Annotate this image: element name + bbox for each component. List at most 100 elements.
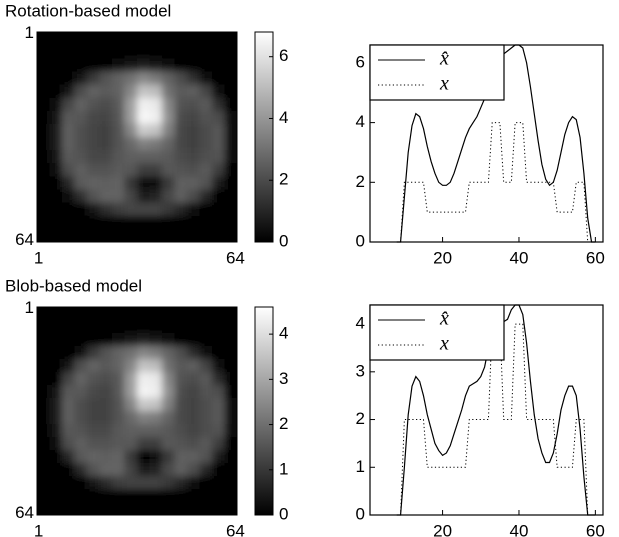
image-cell bbox=[100, 346, 113, 360]
image-cell bbox=[100, 385, 113, 399]
image-cell bbox=[100, 124, 113, 138]
y-tick-label: 64 bbox=[15, 503, 34, 522]
image-cell bbox=[37, 372, 50, 386]
image-cell bbox=[200, 176, 213, 190]
image-cell bbox=[225, 190, 238, 204]
image-cell bbox=[112, 476, 125, 490]
image-cell bbox=[225, 176, 238, 190]
image-cell bbox=[112, 58, 125, 72]
image-cell bbox=[62, 333, 75, 347]
image-cell bbox=[100, 203, 113, 217]
image-cell bbox=[175, 307, 188, 321]
image-cell bbox=[75, 45, 88, 59]
image-cell bbox=[187, 229, 200, 243]
image-cell bbox=[225, 424, 238, 438]
image-cell bbox=[62, 45, 75, 59]
image-cell bbox=[200, 137, 213, 151]
colorbar-tick-label: 4 bbox=[279, 108, 288, 127]
image-cell bbox=[175, 333, 188, 347]
image-cell bbox=[75, 450, 88, 464]
image-cell bbox=[162, 163, 175, 177]
colorbar-tick-label: 6 bbox=[279, 46, 288, 65]
image-cell bbox=[150, 463, 163, 477]
image-cell bbox=[62, 150, 75, 164]
image-cell bbox=[225, 111, 238, 125]
image-cell bbox=[137, 124, 150, 138]
image-cell bbox=[212, 372, 225, 386]
image-cell bbox=[150, 150, 163, 164]
image-cell bbox=[75, 476, 88, 490]
image-cell bbox=[87, 385, 100, 399]
image-cell bbox=[175, 58, 188, 72]
image-cell bbox=[137, 385, 150, 399]
colorbar bbox=[255, 32, 273, 242]
image-cell bbox=[175, 32, 188, 46]
image-cell bbox=[112, 398, 125, 412]
image-cell bbox=[212, 320, 225, 334]
image-cell bbox=[125, 137, 138, 151]
image-cell bbox=[100, 450, 113, 464]
image-cell bbox=[225, 45, 238, 59]
y-tick-label: 64 bbox=[15, 230, 34, 249]
image-cell bbox=[212, 463, 225, 477]
image-cell bbox=[212, 333, 225, 347]
image-cell bbox=[37, 216, 50, 230]
image-cell bbox=[87, 45, 100, 59]
image-cell bbox=[162, 476, 175, 490]
image-cell bbox=[187, 385, 200, 399]
image-cell bbox=[100, 85, 113, 99]
image-cell bbox=[87, 437, 100, 451]
image-cell bbox=[75, 85, 88, 99]
image-cell bbox=[100, 45, 113, 59]
image-cell bbox=[187, 307, 200, 321]
image-cell bbox=[50, 229, 63, 243]
x-tick-label: 20 bbox=[433, 521, 452, 537]
image-cell bbox=[137, 45, 150, 59]
image-cell bbox=[37, 137, 50, 151]
image-cell bbox=[200, 307, 213, 321]
image-cell bbox=[175, 424, 188, 438]
image-cell bbox=[50, 489, 63, 503]
image-cell bbox=[187, 476, 200, 490]
image-cell bbox=[50, 346, 63, 360]
image-cell bbox=[225, 437, 238, 451]
image-cell bbox=[137, 359, 150, 373]
image-cell bbox=[37, 489, 50, 503]
image-cell bbox=[175, 437, 188, 451]
image-cell bbox=[50, 98, 63, 112]
image-cell bbox=[87, 424, 100, 438]
image-cell bbox=[212, 385, 225, 399]
image-cell bbox=[162, 372, 175, 386]
image-cell bbox=[150, 58, 163, 72]
x-tick-label: 1 bbox=[34, 521, 43, 537]
image-cell bbox=[200, 398, 213, 412]
image-cell bbox=[125, 124, 138, 138]
image-cell bbox=[100, 476, 113, 490]
image-cell bbox=[137, 320, 150, 334]
image-cell bbox=[200, 424, 213, 438]
image-cell bbox=[62, 58, 75, 72]
image-cell bbox=[87, 320, 100, 334]
image-cell bbox=[200, 190, 213, 204]
image-cell bbox=[62, 124, 75, 138]
image-cell bbox=[187, 398, 200, 412]
image-cell bbox=[200, 32, 213, 46]
image-cell bbox=[125, 150, 138, 164]
image-cell bbox=[162, 45, 175, 59]
image-cell bbox=[125, 229, 138, 243]
image-cell bbox=[62, 411, 75, 425]
image-cell bbox=[175, 124, 188, 138]
image-cell bbox=[50, 502, 63, 516]
image-cell bbox=[212, 124, 225, 138]
image-cell bbox=[75, 216, 88, 230]
image-cell bbox=[200, 411, 213, 425]
colorbar-tick-label: 4 bbox=[279, 324, 288, 343]
image-cell bbox=[50, 437, 63, 451]
image-cell bbox=[125, 437, 138, 451]
x-tick-label: 40 bbox=[510, 521, 529, 537]
image-cell bbox=[150, 320, 163, 334]
legend-box bbox=[370, 45, 504, 100]
image-cell bbox=[100, 320, 113, 334]
image-cell bbox=[50, 203, 63, 217]
image-cell bbox=[50, 463, 63, 477]
